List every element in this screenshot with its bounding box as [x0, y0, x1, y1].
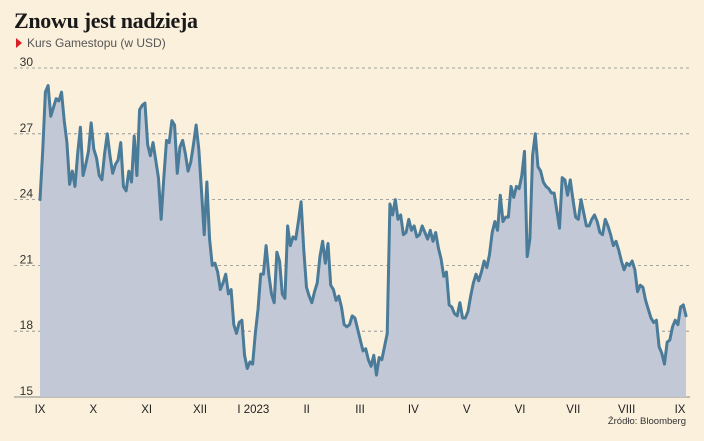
x-tick-label: III: [355, 404, 365, 416]
x-tick-label: II: [303, 404, 309, 416]
x-tick-label: VIII: [618, 404, 635, 416]
chart-title: Znowu jest nadzieja: [14, 8, 198, 33]
y-tick-label: 30: [20, 55, 34, 69]
y-tick-label: 18: [20, 318, 34, 332]
y-axis-labels: 15 18 21 24 27 30: [20, 55, 34, 398]
x-axis-labels: IX X XI XII I 2023 II III IV V VI VII VIII IX: [35, 404, 686, 416]
x-tick-label: XI: [141, 404, 152, 416]
y-tick-label: 24: [20, 187, 34, 201]
y-tick-label: 21: [20, 252, 34, 266]
x-tick-label: XII: [193, 404, 207, 416]
x-tick-label: V: [463, 404, 471, 416]
y-tick-label: 15: [20, 384, 34, 398]
x-tick-label: IX: [35, 404, 46, 416]
x-tick-label: I 2023: [237, 404, 269, 416]
x-tick-label: VI: [515, 404, 526, 416]
subtitle-text: Kurs Gamestopu (w USD): [27, 36, 166, 50]
price-line: [38, 84, 688, 377]
y-tick-label: 27: [20, 121, 34, 135]
x-tick-label: IX: [675, 404, 686, 416]
x-tick-label: VII: [566, 404, 580, 416]
x-tick-label: IV: [408, 404, 419, 416]
source-note: Źródło: Bloomberg: [607, 416, 686, 427]
subtitle: Kurs Gamestopu (w USD): [16, 36, 166, 50]
triangle-marker-icon: [16, 38, 22, 48]
x-tick-label: X: [89, 404, 97, 416]
